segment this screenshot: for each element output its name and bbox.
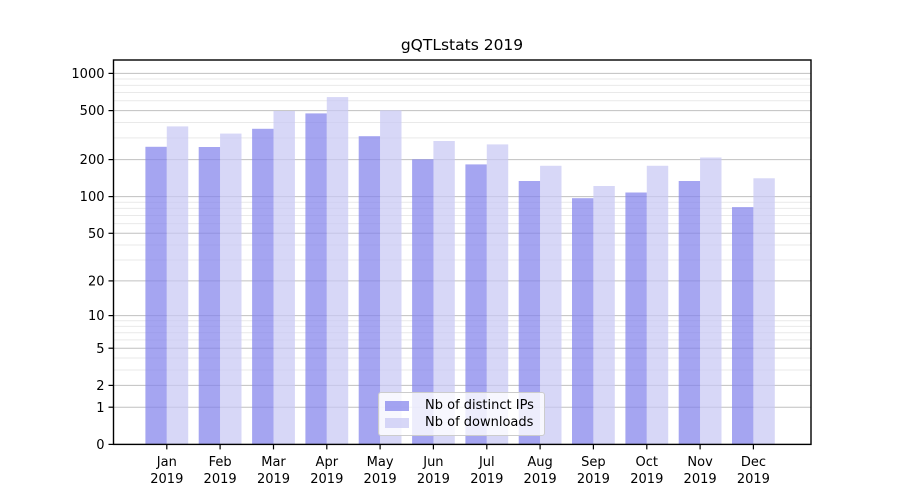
bar-distinct-ips-dec — [732, 207, 754, 445]
x-tick-label-year: 2019 — [577, 472, 610, 487]
bar-distinct-ips-nov — [678, 181, 701, 445]
x-tick-label-month: Apr — [316, 455, 339, 470]
plot-frame — [112, 59, 812, 446]
y-tick-label: 200 — [80, 153, 105, 168]
x-tick-label-year: 2019 — [737, 472, 770, 487]
y-tick-label: 10 — [88, 309, 105, 324]
bar-downloads-mar — [273, 111, 295, 445]
y-tick-label: 5 — [96, 342, 104, 357]
y-tick-label: 1000 — [71, 67, 104, 82]
bar-distinct-ips-apr — [305, 113, 327, 445]
x-tick-label-month: Oct — [636, 455, 658, 470]
bar-downloads-aug — [540, 165, 562, 445]
bar-distinct-ips-sep — [572, 198, 594, 445]
bar-distinct-ips-may — [358, 136, 381, 445]
x-tick-label-year: 2019 — [204, 472, 237, 487]
x-tick-label-month: Feb — [209, 455, 232, 470]
x-tick-label-year: 2019 — [524, 472, 557, 487]
y-tick-label: 2 — [96, 379, 104, 394]
bar-downloads-jan — [166, 126, 189, 445]
x-tick-label-month: Dec — [741, 455, 766, 470]
legend-label-downloads: Nb of downloads — [425, 415, 534, 430]
x-tick-label-month: Jun — [422, 455, 443, 470]
x-tick-label-month: Nov — [687, 455, 713, 470]
x-tick-label-year: 2019 — [417, 472, 450, 487]
y-tick-label: 0 — [96, 438, 104, 453]
legend-item-distinct-ips: Nb of distinct IPs — [385, 398, 538, 413]
bar-downloads-nov — [700, 157, 722, 445]
bar-downloads-apr — [326, 97, 349, 445]
bar-distinct-ips-jan — [145, 146, 167, 445]
y-tick-label: 50 — [88, 227, 105, 242]
x-tick-label-year: 2019 — [684, 472, 717, 487]
x-tick-label-month: Aug — [527, 455, 552, 470]
legend-item-downloads: Nb of downloads — [385, 415, 538, 430]
y-tick-label: 1 — [96, 401, 104, 416]
bar-distinct-ips-mar — [252, 128, 274, 445]
legend-swatch-downloads — [385, 417, 409, 428]
bar-distinct-ips-jun — [412, 159, 434, 445]
y-tick-label: 100 — [80, 190, 105, 205]
x-tick-label-year: 2019 — [150, 472, 183, 487]
x-tick-label-month: May — [367, 455, 394, 470]
legend: Nb of distinct IPs Nb of downloads — [378, 392, 545, 436]
x-tick-label-month: Jul — [478, 455, 495, 470]
x-tick-label-year: 2019 — [310, 472, 343, 487]
y-tick-label: 500 — [80, 104, 105, 119]
legend-label-distinct-ips: Nb of distinct IPs — [425, 398, 534, 413]
y-tick-label: 20 — [88, 275, 105, 290]
x-tick-label-year: 2019 — [470, 472, 503, 487]
x-tick-label-month: Jan — [156, 455, 177, 470]
bar-distinct-ips-aug — [518, 181, 541, 445]
bar-downloads-oct — [646, 165, 669, 445]
x-tick-label-year: 2019 — [364, 472, 397, 487]
bar-downloads-jun — [433, 141, 455, 445]
bar-downloads-feb — [220, 133, 242, 445]
bar-distinct-ips-oct — [625, 192, 647, 445]
x-tick-label-month: Sep — [581, 455, 606, 470]
chart-title: gQTLstats 2019 — [400, 36, 524, 54]
bar-downloads-sep — [593, 186, 615, 445]
bar-downloads-may — [380, 110, 402, 445]
legend-swatch-distinct-ips — [385, 400, 409, 411]
x-tick-label-year: 2019 — [630, 472, 663, 487]
bar-downloads-dec — [753, 178, 775, 445]
x-tick-label-year: 2019 — [257, 472, 290, 487]
bar-distinct-ips-jul — [465, 164, 487, 445]
bar-downloads-jul — [486, 144, 509, 445]
bar-distinct-ips-feb — [198, 147, 221, 445]
x-tick-label-month: Mar — [261, 455, 286, 470]
